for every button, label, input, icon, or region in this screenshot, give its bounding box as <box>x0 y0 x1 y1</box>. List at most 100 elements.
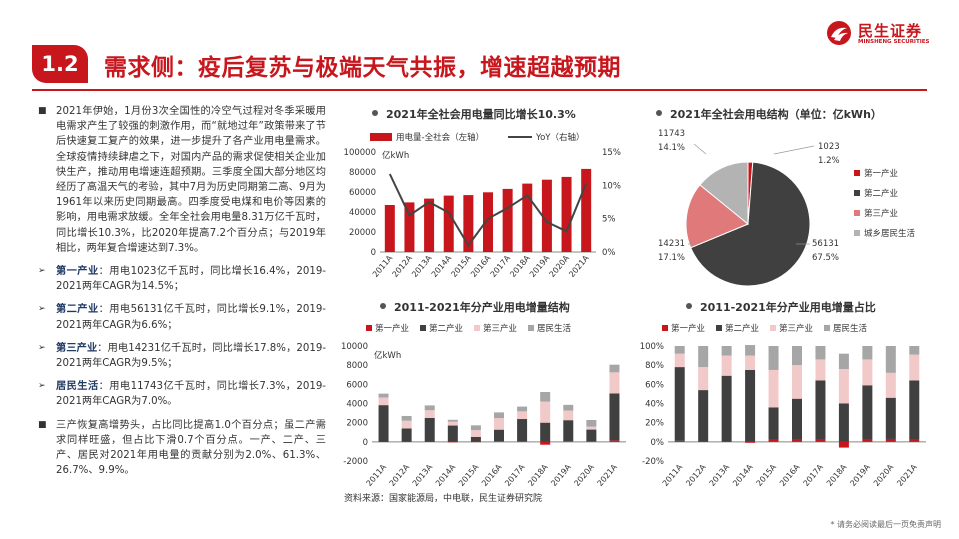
pie-value-label: 11743 <box>658 129 685 139</box>
stacked-bar-segment <box>885 397 896 439</box>
pie-value-label: 56131 <box>812 239 839 249</box>
stacked-bar-segment <box>745 441 756 443</box>
stacked-bar-segment <box>447 441 458 443</box>
legend-label: 第三产业 <box>864 208 898 219</box>
stacked-bar-segment <box>609 372 620 394</box>
y-tick-label: 0 <box>363 438 368 448</box>
stacked-bar-segment <box>815 359 826 381</box>
brand-name-cn: 民生证券 <box>858 22 923 40</box>
stacked-bar-segment <box>517 406 528 412</box>
stacked-bar-segment <box>378 393 389 398</box>
stacked-bar-segment <box>378 441 389 443</box>
x-tick-label: 2015A <box>457 462 481 488</box>
legend-swatch <box>366 325 372 331</box>
legend-swatch <box>662 325 668 331</box>
stacked-bar-segment <box>609 364 620 373</box>
legend-label: 第二产业 <box>725 323 759 334</box>
bar <box>541 179 552 252</box>
y-tick-label: 0 <box>371 248 376 258</box>
legend-label: 第一产业 <box>671 323 705 334</box>
legend-label: 第三产业 <box>779 323 813 334</box>
stacked-bar-segment <box>563 410 574 421</box>
bullet-dot-icon <box>656 110 662 116</box>
disclaimer: * 请务必阅读最后一页免责声明 <box>830 520 941 529</box>
bar <box>561 176 572 252</box>
stacked-bar-segment <box>470 430 481 437</box>
y-tick-label: 40% <box>645 400 664 410</box>
stacked-bar-segment <box>609 440 620 442</box>
y-tick-label: 60% <box>645 380 664 390</box>
bullet-dot-icon <box>372 110 378 116</box>
pie-slice <box>690 161 811 287</box>
y2-tick-label: 10% <box>602 181 621 191</box>
legend-label: 第一产业 <box>375 323 409 334</box>
x-tick-label: 2012A <box>388 462 412 488</box>
paragraph-text: ：用电11743亿千瓦时，同比增长7.3%，2019-2021两年CAGR为7.… <box>56 381 326 408</box>
y-tick-label: 100% <box>640 342 664 352</box>
stacked-bar-segment <box>815 380 826 440</box>
legend-swatch <box>770 325 776 331</box>
increment-share-chart: 第一产业 第二产业 第三产业 居民生活 -20% 0% 20% 40% 60% 80% 100% 20… <box>640 323 926 488</box>
x-tick-label: 2017A <box>489 253 513 279</box>
x-tick-label: 2018A <box>508 253 532 279</box>
stacked-bar-segment <box>378 397 389 406</box>
stacked-bar-segment <box>838 441 849 448</box>
pie-slice <box>685 184 749 249</box>
paragraph-text: ：用电56131亿千瓦时，同比增长9.1%，2019-2021两年CAGR为6.… <box>56 304 326 331</box>
x-tick-label: 2018A <box>825 462 849 488</box>
brand-name-en: MINSHENG SECURITIES <box>858 39 930 45</box>
stacked-bar-segment <box>424 410 435 418</box>
stacked-bar-segment <box>862 439 873 442</box>
bar <box>502 188 513 252</box>
y-tick-label: 20000 <box>349 228 376 238</box>
stacked-bar-segment <box>447 421 458 426</box>
x-tick-label: 2016A <box>480 462 504 488</box>
y-tick-label: 8000 <box>346 361 368 371</box>
square-bullet-icon: ■ <box>38 419 47 430</box>
stacked-bar-segment <box>586 426 597 430</box>
y-axis-unit: 亿kWh <box>382 150 409 161</box>
stacked-bar-segment <box>447 425 458 442</box>
x-tick-label: 2011A <box>365 462 389 488</box>
stacked-bar-segment <box>674 353 685 368</box>
stacked-bar-segment <box>862 385 873 440</box>
pie-percent-label: 14.1% <box>658 143 685 153</box>
arrow-bullet-icon: ➢ <box>38 266 46 277</box>
stacked-bar-segment <box>586 441 597 442</box>
y-tick-label: -20% <box>642 457 664 467</box>
stacked-bar-segment <box>838 369 849 404</box>
chart2-title: 2021年全社会用电结构（单位：亿kWh） <box>656 106 882 122</box>
stacked-bar-segment <box>470 441 481 443</box>
stacked-bar-segment <box>909 380 920 440</box>
legend-swatch <box>474 325 480 331</box>
consumption-structure-pie-chart: 1023 1.2% 56131 67.5% 14231 17.1% 11743 14.1% 第一… <box>658 129 916 287</box>
y-tick-label: 60000 <box>349 188 376 198</box>
x-tick-label: 2020A <box>872 462 896 488</box>
stacked-bar-segment <box>745 355 756 370</box>
legend-label: 第三产业 <box>483 323 517 334</box>
stacked-bar-segment <box>721 375 732 442</box>
commentary-paragraph: ■ 2021年伊始，1月份3次全国性的冷空气过程对冬季采暖用电需求产生了较强的刺激… <box>38 104 326 256</box>
stacked-bar-segment <box>401 415 412 421</box>
square-bullet-icon: ■ <box>38 106 47 116</box>
paragraph-lead: 第三产业 <box>56 342 98 354</box>
bar <box>424 198 435 252</box>
paragraph-lead: 第二产业 <box>56 304 99 316</box>
legend-swatch <box>716 325 722 331</box>
stacked-bar-segment <box>792 439 802 442</box>
x-tick-label: 2019A <box>549 462 573 488</box>
legend-label: 用电量-全社会（左轴） <box>396 132 484 143</box>
y-tick-label: 80000 <box>349 168 376 178</box>
y-tick-label: 6000 <box>346 380 368 390</box>
legend-label: 城乡居民生活 <box>864 228 916 239</box>
pie-percent-label: 1.2% <box>818 156 840 166</box>
arrow-bullet-icon: ➢ <box>38 381 46 392</box>
stacked-bar-segment <box>838 403 849 442</box>
pie-leader-line <box>773 145 815 155</box>
stacked-bar-segment <box>470 436 481 442</box>
stacked-bar-segment <box>885 372 896 398</box>
bullet-dot-icon <box>380 303 386 309</box>
x-tick-label: 2014A <box>434 462 458 488</box>
stacked-bar-segment <box>424 405 435 411</box>
x-tick-label: 2012A <box>684 462 708 488</box>
